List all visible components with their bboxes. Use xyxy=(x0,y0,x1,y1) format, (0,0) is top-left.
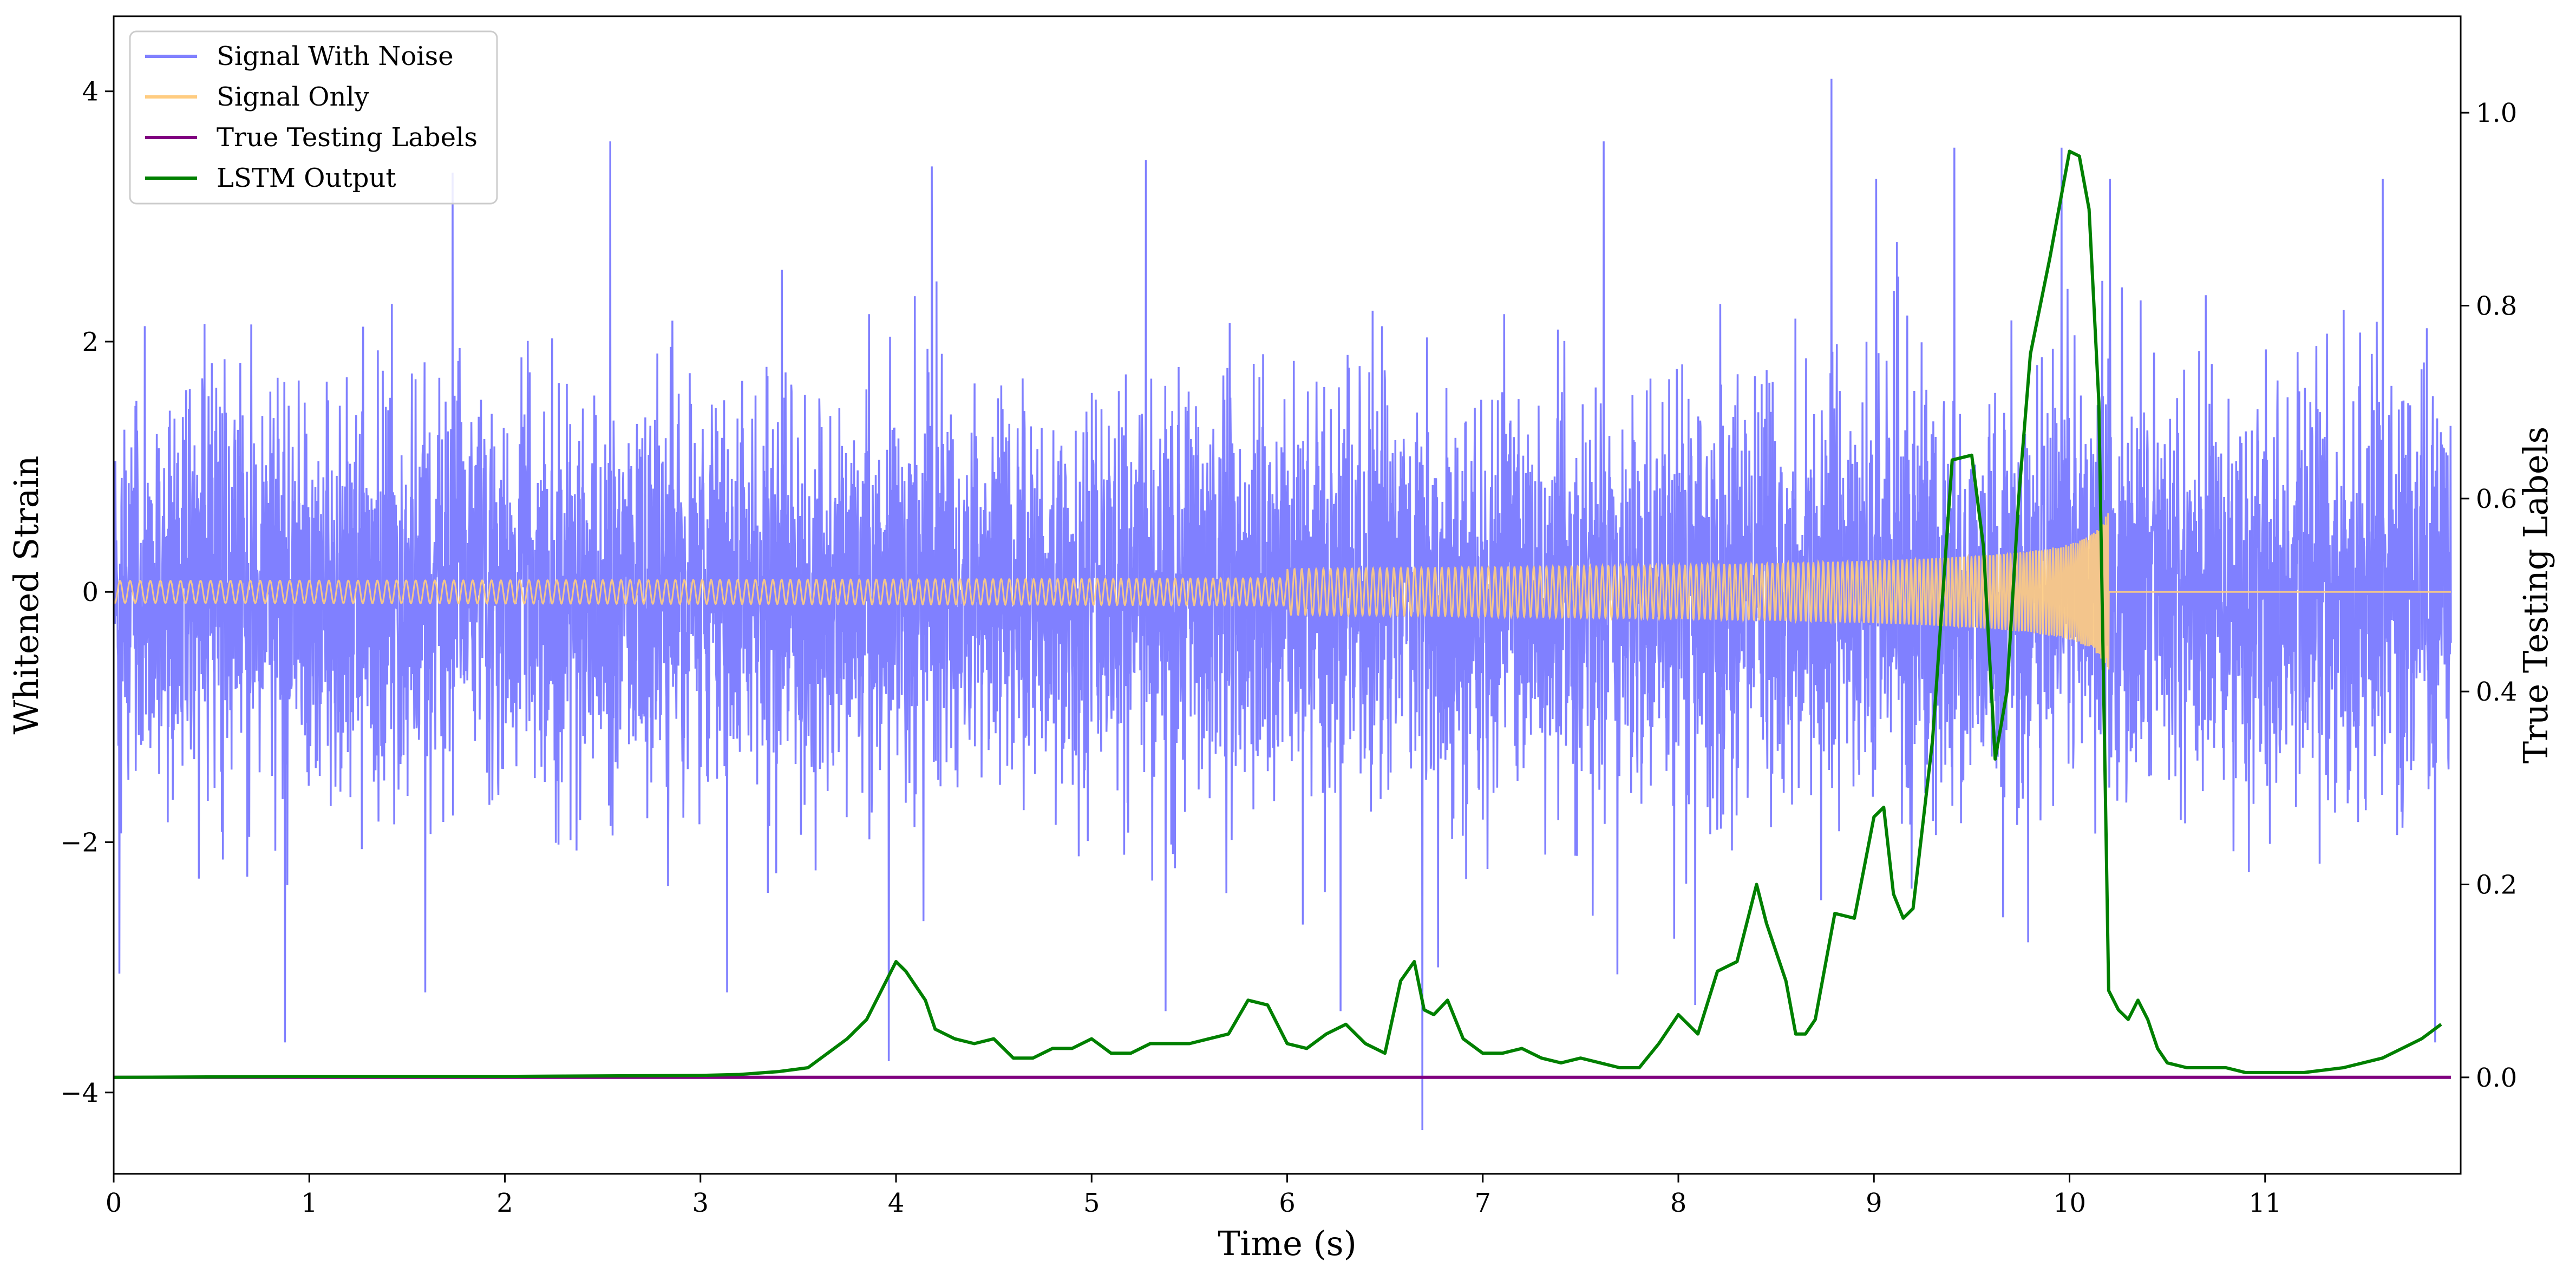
x-tick-label: 9 xyxy=(1866,1188,1882,1218)
y-axis-left-label: Whitened Strain xyxy=(6,456,46,735)
axes: 0 1 2 3 4 5 6 7 8 9 10 11 −4 −2 0 2 4 0.0 0.2 0.4 0.6 0.8 1.0 xyxy=(60,77,2517,1218)
y-left-tick-label: −2 xyxy=(60,827,99,858)
series-lstm-output xyxy=(114,149,2442,1079)
y-right-tick-label: 1.0 xyxy=(2476,98,2517,128)
x-tick-label: 11 xyxy=(2248,1188,2281,1218)
x-tick-label: 8 xyxy=(1670,1188,1687,1218)
y-left-tick-label: 0 xyxy=(82,577,99,607)
x-tick-label: 5 xyxy=(1083,1188,1100,1218)
y-right-tick-label: 0.6 xyxy=(2476,484,2517,514)
y-left-tick-label: 4 xyxy=(82,77,99,107)
series-signal-only xyxy=(114,513,2451,670)
series-signal-with-noise xyxy=(114,79,2452,1131)
legend-box xyxy=(129,30,498,205)
y-right-tick-label: 0.8 xyxy=(2476,291,2517,322)
x-tick-label: 6 xyxy=(1279,1188,1296,1218)
legend-label: True Testing Labels xyxy=(217,122,478,153)
y-right-tick-label: 0.2 xyxy=(2476,870,2517,900)
x-tick-label: 10 xyxy=(2053,1188,2086,1218)
legend-label: LSTM Output xyxy=(217,163,396,193)
legend-label: Signal With Noise xyxy=(217,41,454,71)
x-tick-label: 1 xyxy=(301,1188,318,1218)
y-left-tick-label: −4 xyxy=(60,1078,99,1108)
y-axis-right-label: True Testing Labels xyxy=(2516,427,2555,764)
plot-area xyxy=(114,79,2452,1131)
x-tick-label: 4 xyxy=(888,1188,905,1218)
legend-label: Signal Only xyxy=(217,82,369,112)
x-tick-label: 0 xyxy=(106,1188,122,1218)
y-left-tick-label: 2 xyxy=(82,327,99,357)
x-tick-label: 7 xyxy=(1474,1188,1491,1218)
x-axis-label: Time (s) xyxy=(1218,1224,1357,1263)
x-tick-label: 2 xyxy=(496,1188,513,1218)
y-right-tick-label: 0.0 xyxy=(2476,1063,2517,1093)
y-right-tick-label: 0.4 xyxy=(2476,677,2517,707)
x-tick-label: 3 xyxy=(692,1188,709,1218)
legend: Signal With Noise Signal Only True Testing… xyxy=(129,30,498,205)
